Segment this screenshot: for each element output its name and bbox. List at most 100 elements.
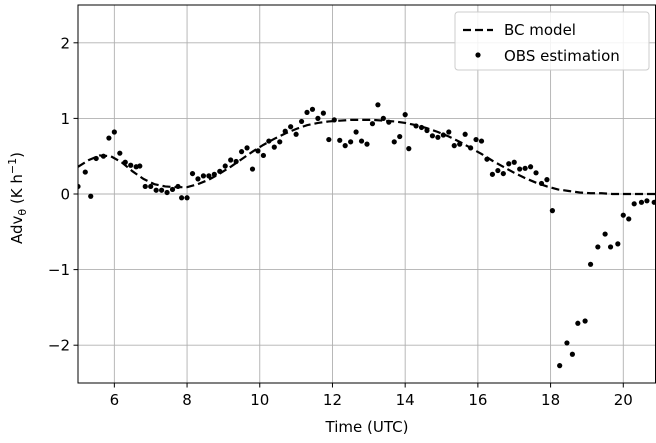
bc-model-curve [78, 118, 656, 196]
x-axis-label: Time (UTC) [325, 418, 409, 436]
obs-point [557, 363, 563, 369]
y-axis-label: Advθ (K h−1) [6, 152, 29, 244]
obs-point [582, 318, 588, 324]
obs-point [255, 148, 261, 154]
obs-point [569, 351, 575, 357]
obs-point [522, 165, 528, 171]
obs-point [413, 123, 419, 129]
obs-point [544, 177, 550, 183]
legend-label-bc-model: BC model [504, 21, 576, 39]
x-tick-label: 14 [396, 391, 415, 409]
obs-point [169, 186, 176, 193]
obs-point [506, 161, 512, 167]
obs-point [326, 136, 332, 143]
obs-point [587, 261, 594, 267]
obs-point [607, 244, 614, 250]
x-tick-label: 6 [110, 391, 120, 409]
obs-point [462, 131, 468, 137]
obs-point [304, 109, 310, 115]
y-tick-label: −2 [48, 337, 70, 355]
obs-point [375, 102, 381, 108]
y-tick-label: 1 [60, 110, 70, 128]
obs-point [217, 168, 223, 174]
obs-point [446, 129, 452, 135]
obs-point [348, 139, 354, 145]
obs-point [615, 241, 621, 247]
obs-point [626, 216, 632, 222]
obs-point [164, 189, 170, 196]
obs-point [288, 124, 294, 130]
obs-point [233, 158, 239, 165]
obs-point [271, 144, 277, 150]
obs-point [549, 208, 556, 214]
bc-model-line [78, 118, 656, 196]
obs-point [100, 153, 107, 159]
obs-point [620, 212, 626, 218]
obs-point [342, 143, 348, 149]
x-tick-label: 8 [182, 391, 192, 409]
obs-point [380, 115, 386, 121]
x-tick-label: 12 [323, 391, 342, 409]
obs-point [122, 159, 128, 165]
obs-point [282, 128, 288, 134]
y-label-main: Adv [8, 215, 26, 244]
obs-point [184, 195, 190, 201]
y-label-sub: θ [16, 209, 29, 216]
obs-point [473, 136, 479, 143]
obs-point [651, 199, 656, 205]
obs-point [200, 173, 207, 179]
legend-marker-swatch [475, 52, 481, 58]
x-tick-label: 20 [614, 391, 633, 409]
y-label-close: ) [8, 152, 26, 158]
y-label-sup: −1 [6, 158, 19, 174]
legend: BC model OBS estimation [454, 11, 650, 71]
y-label-units: (K h [8, 174, 26, 209]
obs-point [128, 162, 134, 168]
obs-point [293, 131, 299, 137]
obs-point [153, 187, 159, 193]
obs-point [511, 159, 517, 165]
x-tick-label: 16 [468, 391, 487, 409]
obs-point [93, 155, 99, 162]
obs-point [337, 137, 343, 143]
obs-point [260, 152, 266, 159]
legend-label-obs: OBS estimation [504, 47, 620, 65]
obs-point [418, 124, 425, 131]
obs-point [386, 119, 392, 125]
obs-point [495, 167, 501, 174]
obs-point [266, 138, 272, 144]
obs-point [298, 118, 305, 125]
obs-point [148, 183, 154, 190]
obs-point [631, 201, 637, 207]
obs-point [179, 195, 185, 201]
obs-point [602, 231, 608, 237]
obs-points [78, 102, 656, 369]
obs-point [82, 169, 88, 175]
obs-point [142, 183, 148, 190]
obs-point [111, 129, 117, 135]
obs-point [159, 187, 165, 193]
y-tick-label: 2 [60, 34, 70, 52]
obs-point [88, 193, 94, 199]
obs-point [468, 145, 474, 151]
obs-point [397, 133, 403, 140]
obs-point [238, 149, 245, 155]
obs-point [440, 132, 446, 138]
obs-point [331, 117, 337, 123]
obs-point [277, 139, 283, 145]
obs-point [429, 133, 436, 139]
obs-point [424, 127, 430, 134]
obs-point [457, 141, 463, 147]
obs-point [369, 121, 376, 127]
obs-point [195, 176, 201, 182]
obs-point [228, 157, 234, 163]
obs-point [527, 164, 534, 170]
obs-point [244, 145, 250, 151]
obs-point [106, 135, 112, 141]
obs-point [489, 171, 496, 177]
obs-point [595, 244, 601, 250]
x-tick-label: 10 [250, 391, 269, 409]
obs-point [406, 146, 412, 152]
obs-point [137, 163, 143, 169]
